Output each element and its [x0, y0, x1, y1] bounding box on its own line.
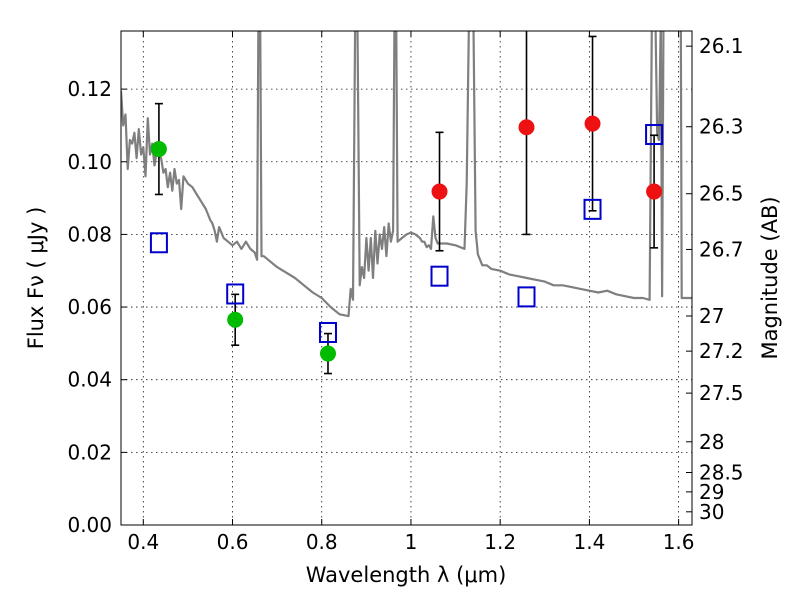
model-point [645, 124, 664, 146]
magnitude-tick-label: 26.1 [699, 34, 744, 58]
y-tick-label: 0.04 [67, 368, 112, 392]
x-tick-label: 1.2 [484, 530, 516, 554]
model-point [149, 232, 168, 254]
y-tick-label: 0.10 [67, 150, 112, 174]
magnitude-tick-label: 28 [699, 430, 724, 454]
data-point [646, 183, 663, 200]
data-point [150, 141, 167, 158]
magnitude-tick-label: 28.5 [699, 460, 744, 484]
y-axis-label: Flux Fν ( μJy ) [24, 207, 48, 350]
y-tick-label: 0.00 [67, 513, 112, 537]
magnitude-tick-label: 27.5 [699, 381, 744, 405]
x-tick-label: 0.8 [306, 530, 338, 554]
magnitude-tick-label: 30 [699, 500, 724, 524]
x-tick-label: 0.4 [127, 530, 159, 554]
magnitude-tick-label: 27.2 [699, 339, 744, 363]
model-point [583, 198, 602, 220]
y-axis: 0.00 0.02 0.04 0.06 0.08 0.10 0.12 [67, 77, 127, 537]
x-axis: 0.4 0.6 0.8 1 1.2 1.4 1.6 [127, 31, 695, 554]
spectrum-line [121, 31, 692, 318]
magnitude-tick-label: 26.7 [699, 237, 744, 261]
data-point [584, 115, 601, 132]
model-point [430, 265, 449, 287]
data-point [518, 119, 535, 136]
data-point [431, 183, 448, 200]
x-tick-label: 1.4 [573, 530, 605, 554]
data-point [319, 345, 336, 362]
magnitude-tick-label: 26.5 [699, 182, 744, 206]
y-tick-label: 0.08 [67, 222, 112, 246]
magnitude-tick-label: 26.3 [699, 115, 744, 139]
y-tick-label: 0.12 [67, 77, 112, 101]
plot-frame [120, 30, 693, 526]
magnitude-tick-label: 29 [699, 480, 724, 504]
y-tick-label: 0.02 [67, 440, 112, 464]
y-axis-right-label: Magnitude (AB) [758, 196, 782, 359]
photometry-points [149, 31, 664, 375]
model-point [226, 283, 245, 305]
x-tick-label: 0.6 [217, 530, 249, 554]
x-tick-label: 1 [405, 530, 418, 554]
model-point [318, 321, 337, 343]
magnitude-tick-label: 27 [699, 304, 724, 328]
x-axis-label: Wavelength λ (μm) [306, 563, 507, 587]
model-point [517, 286, 536, 308]
model-spectrum [121, 31, 692, 318]
plot-background [121, 31, 692, 525]
y-tick-label: 0.06 [67, 295, 112, 319]
x-tick-label: 1.6 [663, 530, 695, 554]
data-point [227, 311, 244, 328]
